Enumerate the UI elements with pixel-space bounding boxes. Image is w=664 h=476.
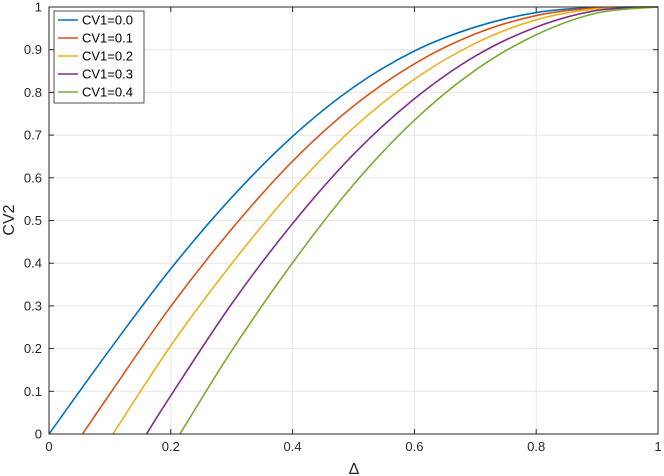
grid [48, 6, 659, 435]
y-tick-label: 0.2 [24, 341, 42, 356]
y-tick-label: 0.5 [24, 213, 42, 228]
x-tick-label: 1 [654, 439, 661, 454]
legend-label: CV1=0.4 [82, 85, 133, 100]
y-tick-label: 1 [35, 0, 42, 15]
legend: CV1=0.0 CV1=0.1 CV1=0.2 CV1=0.3 CV1=0.4 [53, 10, 145, 104]
legend-label: CV1=0.2 [82, 49, 133, 64]
y-tick-label: 0.7 [24, 128, 42, 143]
y-axis-label: CV2 [1, 204, 18, 235]
y-tick-label: 0 [35, 427, 42, 442]
x-tick-label: 0.2 [162, 439, 180, 454]
y-tick-label: 0.4 [24, 256, 42, 271]
series-line [48, 6, 659, 435]
y-tick-label: 0.3 [24, 298, 42, 313]
legend-label: CV1=0.3 [82, 67, 133, 82]
y-tick-label: 0.6 [24, 170, 42, 185]
y-axis: 0 0.1 0.2 0.3 0.4 0.5 0.6 0.7 0.8 0.9 1 [24, 0, 658, 442]
series-line [81, 6, 659, 435]
x-tick-label: 0.4 [284, 439, 302, 454]
x-tick-label: 0 [45, 439, 52, 454]
series-line [179, 6, 659, 435]
y-tick-label: 0.9 [24, 42, 42, 57]
series-lines [48, 6, 659, 435]
x-tick-label: 0.6 [405, 439, 423, 454]
y-tick-label: 0.1 [24, 384, 42, 399]
legend-box [53, 10, 145, 104]
x-axis-label: Δ [349, 461, 360, 476]
legend-label: CV1=0.1 [82, 31, 133, 46]
legend-label: CV1=0.0 [82, 13, 133, 28]
x-axis: 0 0.2 0.4 0.6 0.8 1 [45, 7, 662, 454]
series-line [145, 6, 659, 435]
series-line [112, 6, 659, 435]
x-tick-label: 0.8 [527, 439, 545, 454]
y-tick-label: 0.8 [24, 85, 42, 100]
